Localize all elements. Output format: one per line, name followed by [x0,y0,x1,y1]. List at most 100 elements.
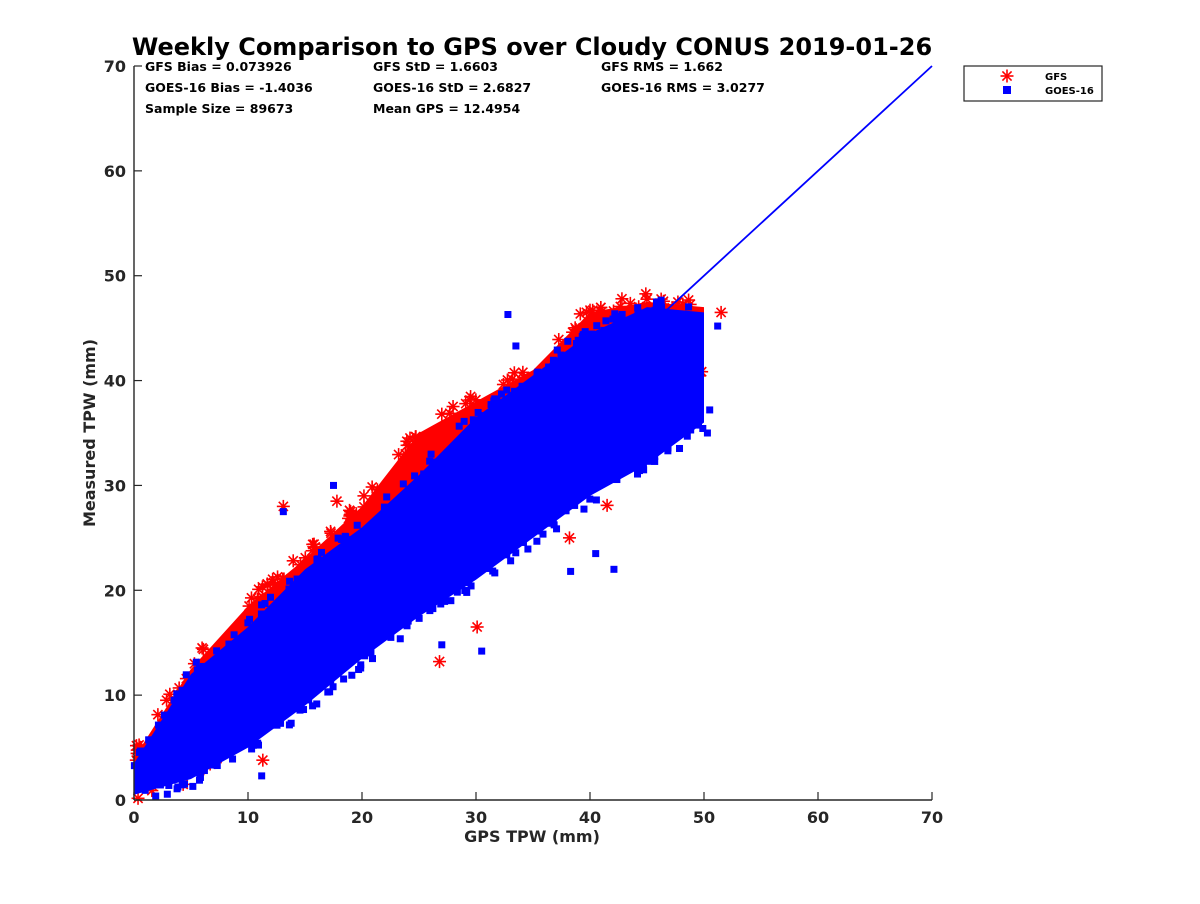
data-point [387,633,395,641]
statistics-text: GFS Bias = 0.073926 GFS StD = 1.6603 GFS R… [145,59,765,116]
x-tick-label: 70 [921,808,943,827]
data-point [491,395,499,403]
data-point [257,610,265,618]
data-point [479,412,487,420]
data-point [593,322,601,330]
outlier-point [459,397,473,411]
data-point [557,351,565,359]
y-tick-label: 40 [104,372,126,391]
data-point [539,530,547,538]
data-point [592,496,600,504]
data-point [329,683,337,691]
data-point [545,363,553,371]
scatter-points [129,287,728,805]
data-point [657,300,665,308]
legend-label: GFS [1045,72,1067,83]
data-point [261,600,269,608]
y-tick-label: 0 [115,791,126,810]
data-point [469,416,477,424]
y-tick-label: 60 [104,162,126,181]
data-point [676,444,684,452]
data-point [357,489,371,503]
data-point [309,702,317,710]
data-point [503,551,511,559]
data-point [380,503,388,511]
data-point [370,483,384,497]
outlier-point [512,342,520,350]
outlier-point [645,419,653,427]
data-point [583,303,597,317]
data-point [178,781,186,789]
data-point [285,721,293,729]
data-point [294,558,308,572]
outlier-point [714,305,728,319]
data-point [552,333,566,347]
data-point [415,614,423,622]
data-point [353,521,361,529]
data-point [300,706,308,714]
data-point [618,310,626,318]
data-point [467,582,475,590]
outlier-point [398,447,412,461]
data-point [613,476,621,484]
data-point [361,652,369,660]
data-point [249,741,257,749]
data-point [549,356,557,364]
data-point [651,457,659,465]
data-point [145,736,153,744]
data-point [437,600,445,608]
data-point [136,747,144,755]
data-point [195,641,209,655]
data-point [383,493,391,501]
data-point [639,287,653,301]
data-point [634,308,642,316]
data-point [663,443,671,451]
data-point [512,549,520,557]
data-point [586,495,594,503]
data-point [460,417,468,425]
data-point [664,447,672,455]
outlier-point [592,550,600,558]
data-point [507,366,521,380]
data-point [446,400,460,414]
data-point [600,326,608,334]
stat-text: Sample Size = 89673 [145,101,293,116]
data-point [533,537,541,545]
data-point [340,675,348,683]
data-point [550,521,558,529]
data-point [469,393,483,407]
data-point [192,658,200,666]
data-point [524,545,532,553]
data-point [174,783,182,791]
stat-text: GFS RMS = 1.662 [601,59,723,74]
data-point [182,671,190,679]
data-point [189,782,197,790]
y-tick-label: 10 [104,686,126,705]
data-point [615,319,623,327]
outlier-point [615,292,629,306]
outlier-point [258,772,266,780]
outlier-point [478,647,486,655]
data-point [357,661,365,669]
data-point [463,588,471,596]
data-point [193,666,201,674]
data-point [426,457,434,465]
data-point [572,340,580,348]
data-point [141,786,149,794]
x-tick-label: 20 [351,808,373,827]
data-point [305,696,313,704]
legend-marker-gfs [1000,69,1014,83]
data-point [573,307,587,321]
data-point [369,655,377,663]
legend: GFS GOES-16 [963,65,1103,102]
outlier-point [330,494,344,508]
data-point [553,346,561,354]
outlier-point [610,565,618,573]
data-point [196,773,204,781]
data-point [403,622,411,630]
data-point [503,386,511,394]
stat-text: GOES-16 Bias = -1.4036 [145,80,313,95]
data-point [261,578,275,592]
